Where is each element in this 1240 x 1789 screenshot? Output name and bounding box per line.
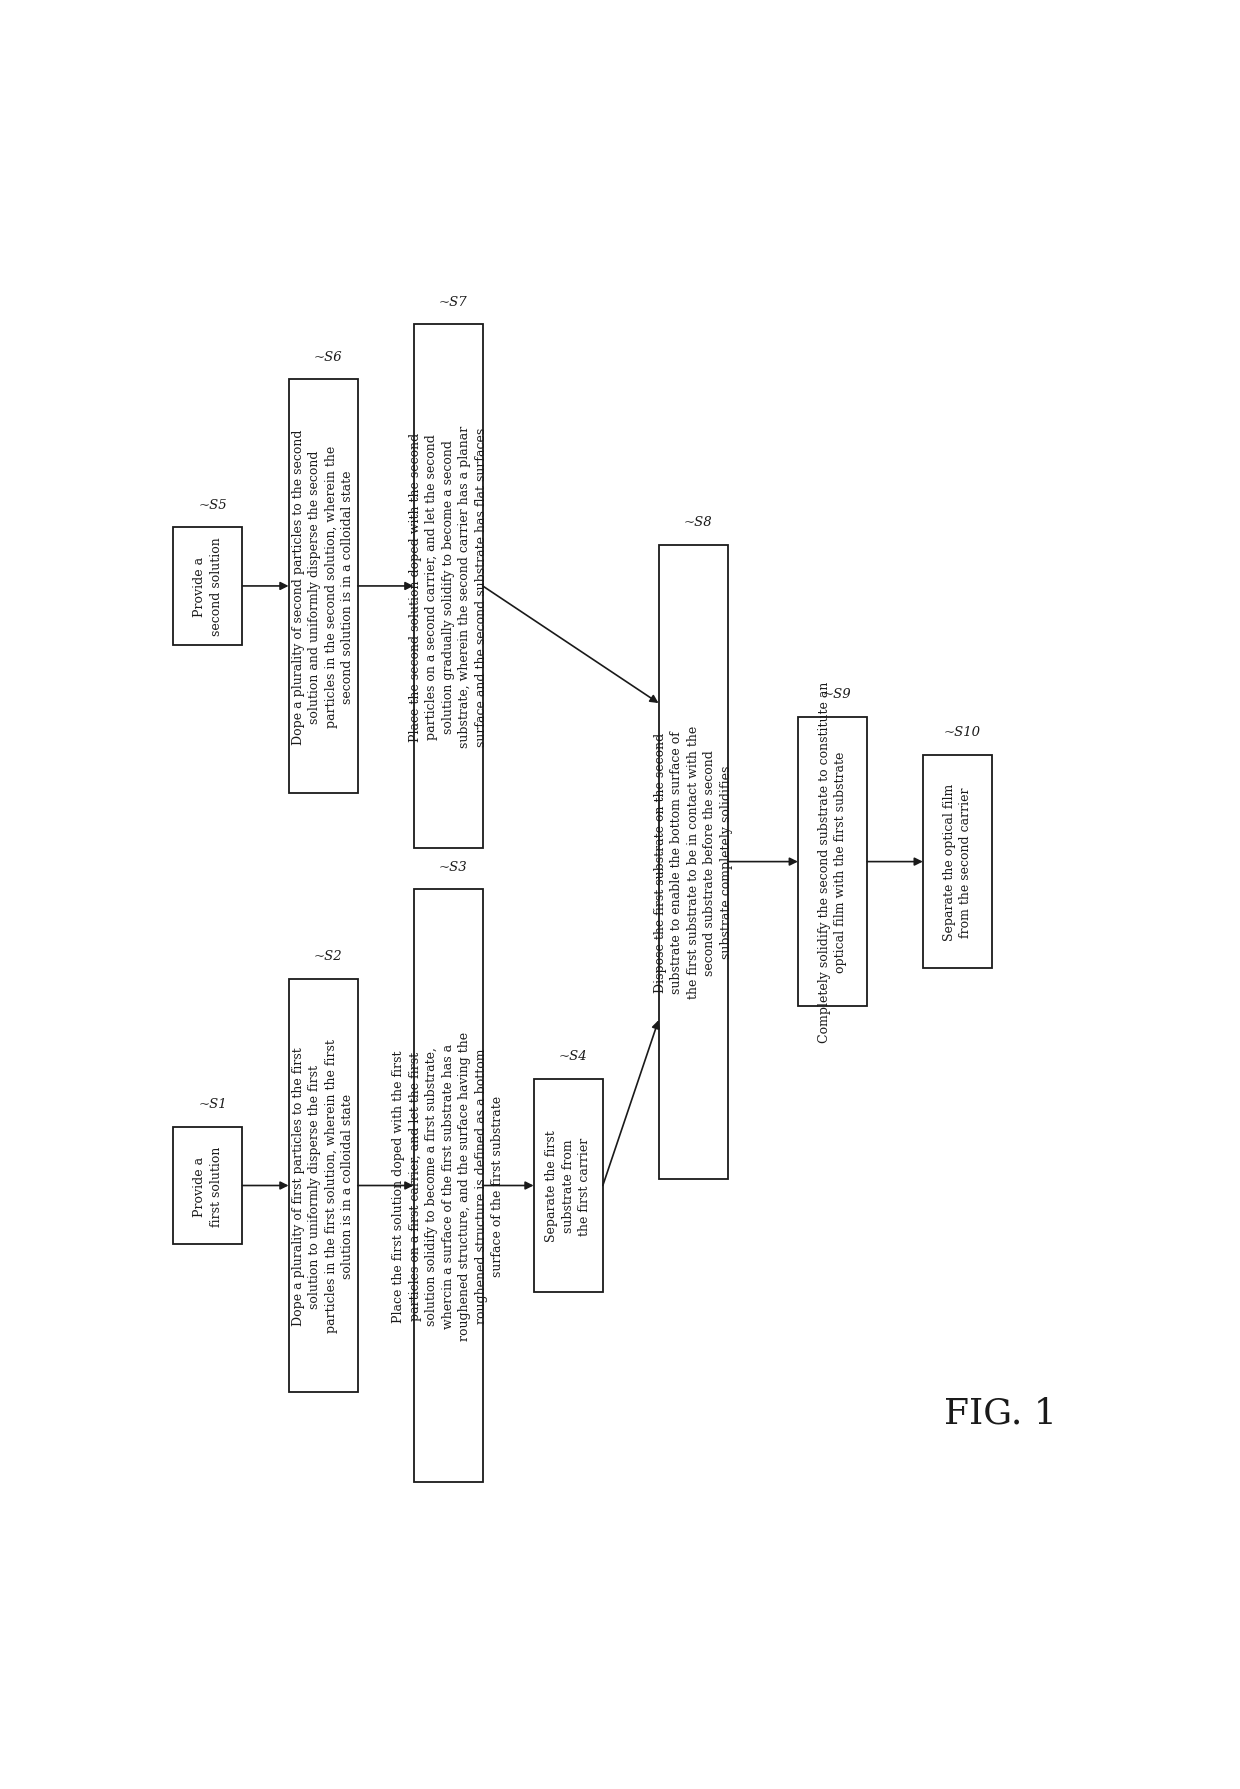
Bar bbox=[658, 546, 728, 1179]
Text: ~S3: ~S3 bbox=[439, 861, 467, 873]
Bar bbox=[174, 528, 243, 646]
Text: ~S1: ~S1 bbox=[198, 1098, 227, 1111]
Text: Place the first solution doped with the first
particles on a first carrier, and : Place the first solution doped with the … bbox=[392, 1032, 505, 1340]
Bar bbox=[289, 379, 358, 793]
Text: ~S9: ~S9 bbox=[823, 689, 852, 701]
Text: FIG. 1: FIG. 1 bbox=[944, 1395, 1058, 1429]
Text: ~S5: ~S5 bbox=[198, 499, 227, 512]
Text: Place the second solution doped with the second
particles on a second carrier, a: Place the second solution doped with the… bbox=[409, 426, 487, 748]
Text: ~S4: ~S4 bbox=[559, 1050, 588, 1063]
Bar bbox=[923, 755, 992, 970]
Bar bbox=[797, 717, 867, 1007]
Text: Dispose the first substrate on the second
substrate to enable the bottom surface: Dispose the first substrate on the secon… bbox=[653, 726, 733, 998]
Text: Dope a plurality of second particles to the second
solution and uniformly disper: Dope a plurality of second particles to … bbox=[291, 429, 355, 744]
Text: ~S6: ~S6 bbox=[314, 351, 342, 363]
Bar bbox=[174, 1127, 243, 1245]
Bar bbox=[413, 326, 482, 848]
Bar bbox=[289, 979, 358, 1392]
Bar bbox=[533, 1079, 603, 1293]
Text: Separate the first
substrate from
the first carrier: Separate the first substrate from the fi… bbox=[546, 1131, 591, 1242]
Bar bbox=[413, 889, 482, 1481]
Text: Completely solidify the second substrate to constitute an
optical film with the : Completely solidify the second substrate… bbox=[817, 682, 847, 1043]
Text: Provide a
second solution: Provide a second solution bbox=[193, 537, 223, 635]
Text: ~S10: ~S10 bbox=[944, 726, 981, 739]
Text: Dope a plurality of first particles to the first
solution to uniformly disperse : Dope a plurality of first particles to t… bbox=[291, 1039, 355, 1333]
Text: ~S7: ~S7 bbox=[439, 295, 467, 308]
Text: ~S8: ~S8 bbox=[683, 515, 712, 530]
Text: ~S2: ~S2 bbox=[314, 950, 342, 962]
Text: Provide a
first solution: Provide a first solution bbox=[193, 1145, 223, 1225]
Text: Separate the optical film
from the second carrier: Separate the optical film from the secon… bbox=[942, 784, 972, 941]
